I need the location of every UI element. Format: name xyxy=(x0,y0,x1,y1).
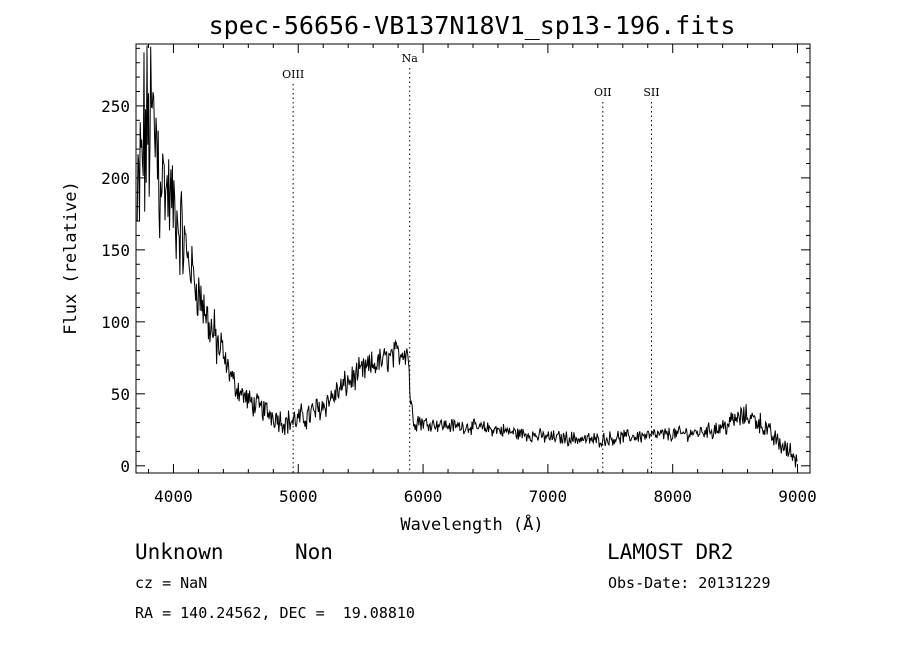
redshift-cz: cz = NaN xyxy=(135,574,208,592)
spectrum-trace xyxy=(136,45,798,468)
x-tick-label: 4000 xyxy=(154,487,193,506)
x-tick-label: 5000 xyxy=(279,487,318,506)
y-axis-label: Flux (relative) xyxy=(61,181,81,335)
y-tick-label: 0 xyxy=(120,457,130,476)
y-tick-label: 250 xyxy=(101,97,130,116)
x-tick-label: 8000 xyxy=(653,487,692,506)
observation-date: Obs-Date: 20131229 xyxy=(608,574,771,592)
object-subclass: Non xyxy=(295,540,333,564)
y-tick-label: 150 xyxy=(101,241,130,260)
object-class: Unknown xyxy=(135,540,224,564)
y-tick-label: 100 xyxy=(101,313,130,332)
survey-name: LAMOST DR2 xyxy=(607,540,734,564)
y-tick-label: 200 xyxy=(101,169,130,188)
x-tick-label: 9000 xyxy=(778,487,817,506)
line-marker-label: Na xyxy=(402,52,419,65)
plot-frame xyxy=(135,43,811,474)
x-tick-label: 7000 xyxy=(529,487,568,506)
x-axis-label: Wavelength (Å) xyxy=(400,513,543,535)
x-tick-label: 6000 xyxy=(404,487,443,506)
chart-title: spec-56656-VB137N18V1_sp13-196.fits xyxy=(209,11,736,40)
line-marker-label: OIII xyxy=(282,68,304,81)
line-marker-label: SII xyxy=(643,86,659,99)
coordinates: RA = 140.24562, DEC = 19.08810 xyxy=(135,604,415,622)
y-tick-label: 50 xyxy=(111,385,130,404)
line-marker-label: OII xyxy=(594,86,612,99)
